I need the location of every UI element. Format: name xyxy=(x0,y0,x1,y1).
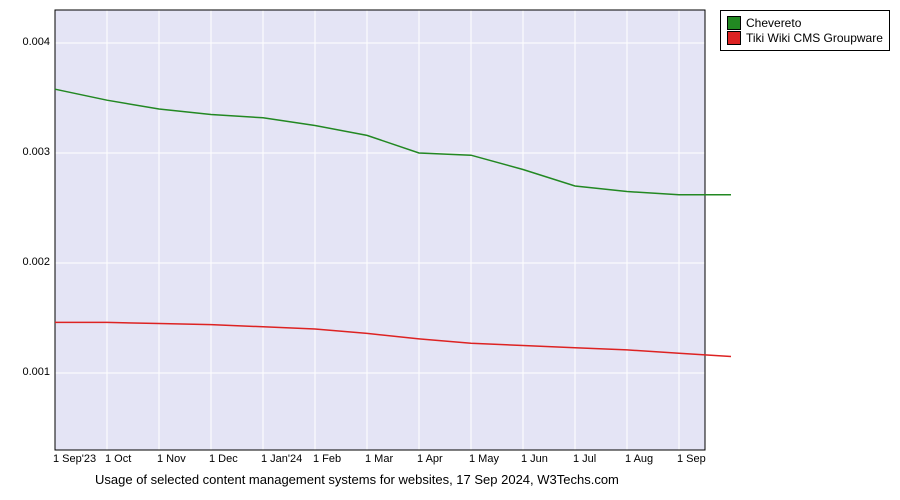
x-tick-label: 1 Mar xyxy=(365,453,393,465)
x-tick-label: 1 Apr xyxy=(417,453,443,465)
legend-item: Tiki Wiki CMS Groupware xyxy=(727,31,883,45)
x-tick-label: 1 Feb xyxy=(313,453,341,465)
legend-box: CheveretoTiki Wiki CMS Groupware xyxy=(720,10,890,51)
y-tick-label: 0.004 xyxy=(22,36,50,48)
legend-label: Tiki Wiki CMS Groupware xyxy=(746,31,883,45)
y-tick-label: 0.001 xyxy=(22,366,50,378)
x-tick-label: 1 May xyxy=(469,453,499,465)
x-tick-label: 1 Jan'24 xyxy=(261,453,302,465)
plot-svg xyxy=(0,0,900,500)
x-tick-label: 1 Jun xyxy=(521,453,548,465)
x-tick-label: 1 Aug xyxy=(625,453,653,465)
legend-swatch xyxy=(727,31,741,45)
legend-label: Chevereto xyxy=(746,16,801,30)
x-tick-label: 1 Oct xyxy=(105,453,131,465)
x-tick-label: 1 Jul xyxy=(573,453,596,465)
x-tick-label: 1 Nov xyxy=(157,453,186,465)
y-tick-label: 0.002 xyxy=(22,256,50,268)
y-tick-label: 0.003 xyxy=(22,146,50,158)
x-tick-label: 1 Sep'23 xyxy=(53,453,96,465)
legend-item: Chevereto xyxy=(727,16,883,30)
legend-swatch xyxy=(727,16,741,30)
x-tick-label: 1 Dec xyxy=(209,453,238,465)
x-tick-label: 1 Sep xyxy=(677,453,706,465)
chart-caption: Usage of selected content management sys… xyxy=(95,472,619,487)
chart-container: CheveretoTiki Wiki CMS Groupware Usage o… xyxy=(0,0,900,500)
